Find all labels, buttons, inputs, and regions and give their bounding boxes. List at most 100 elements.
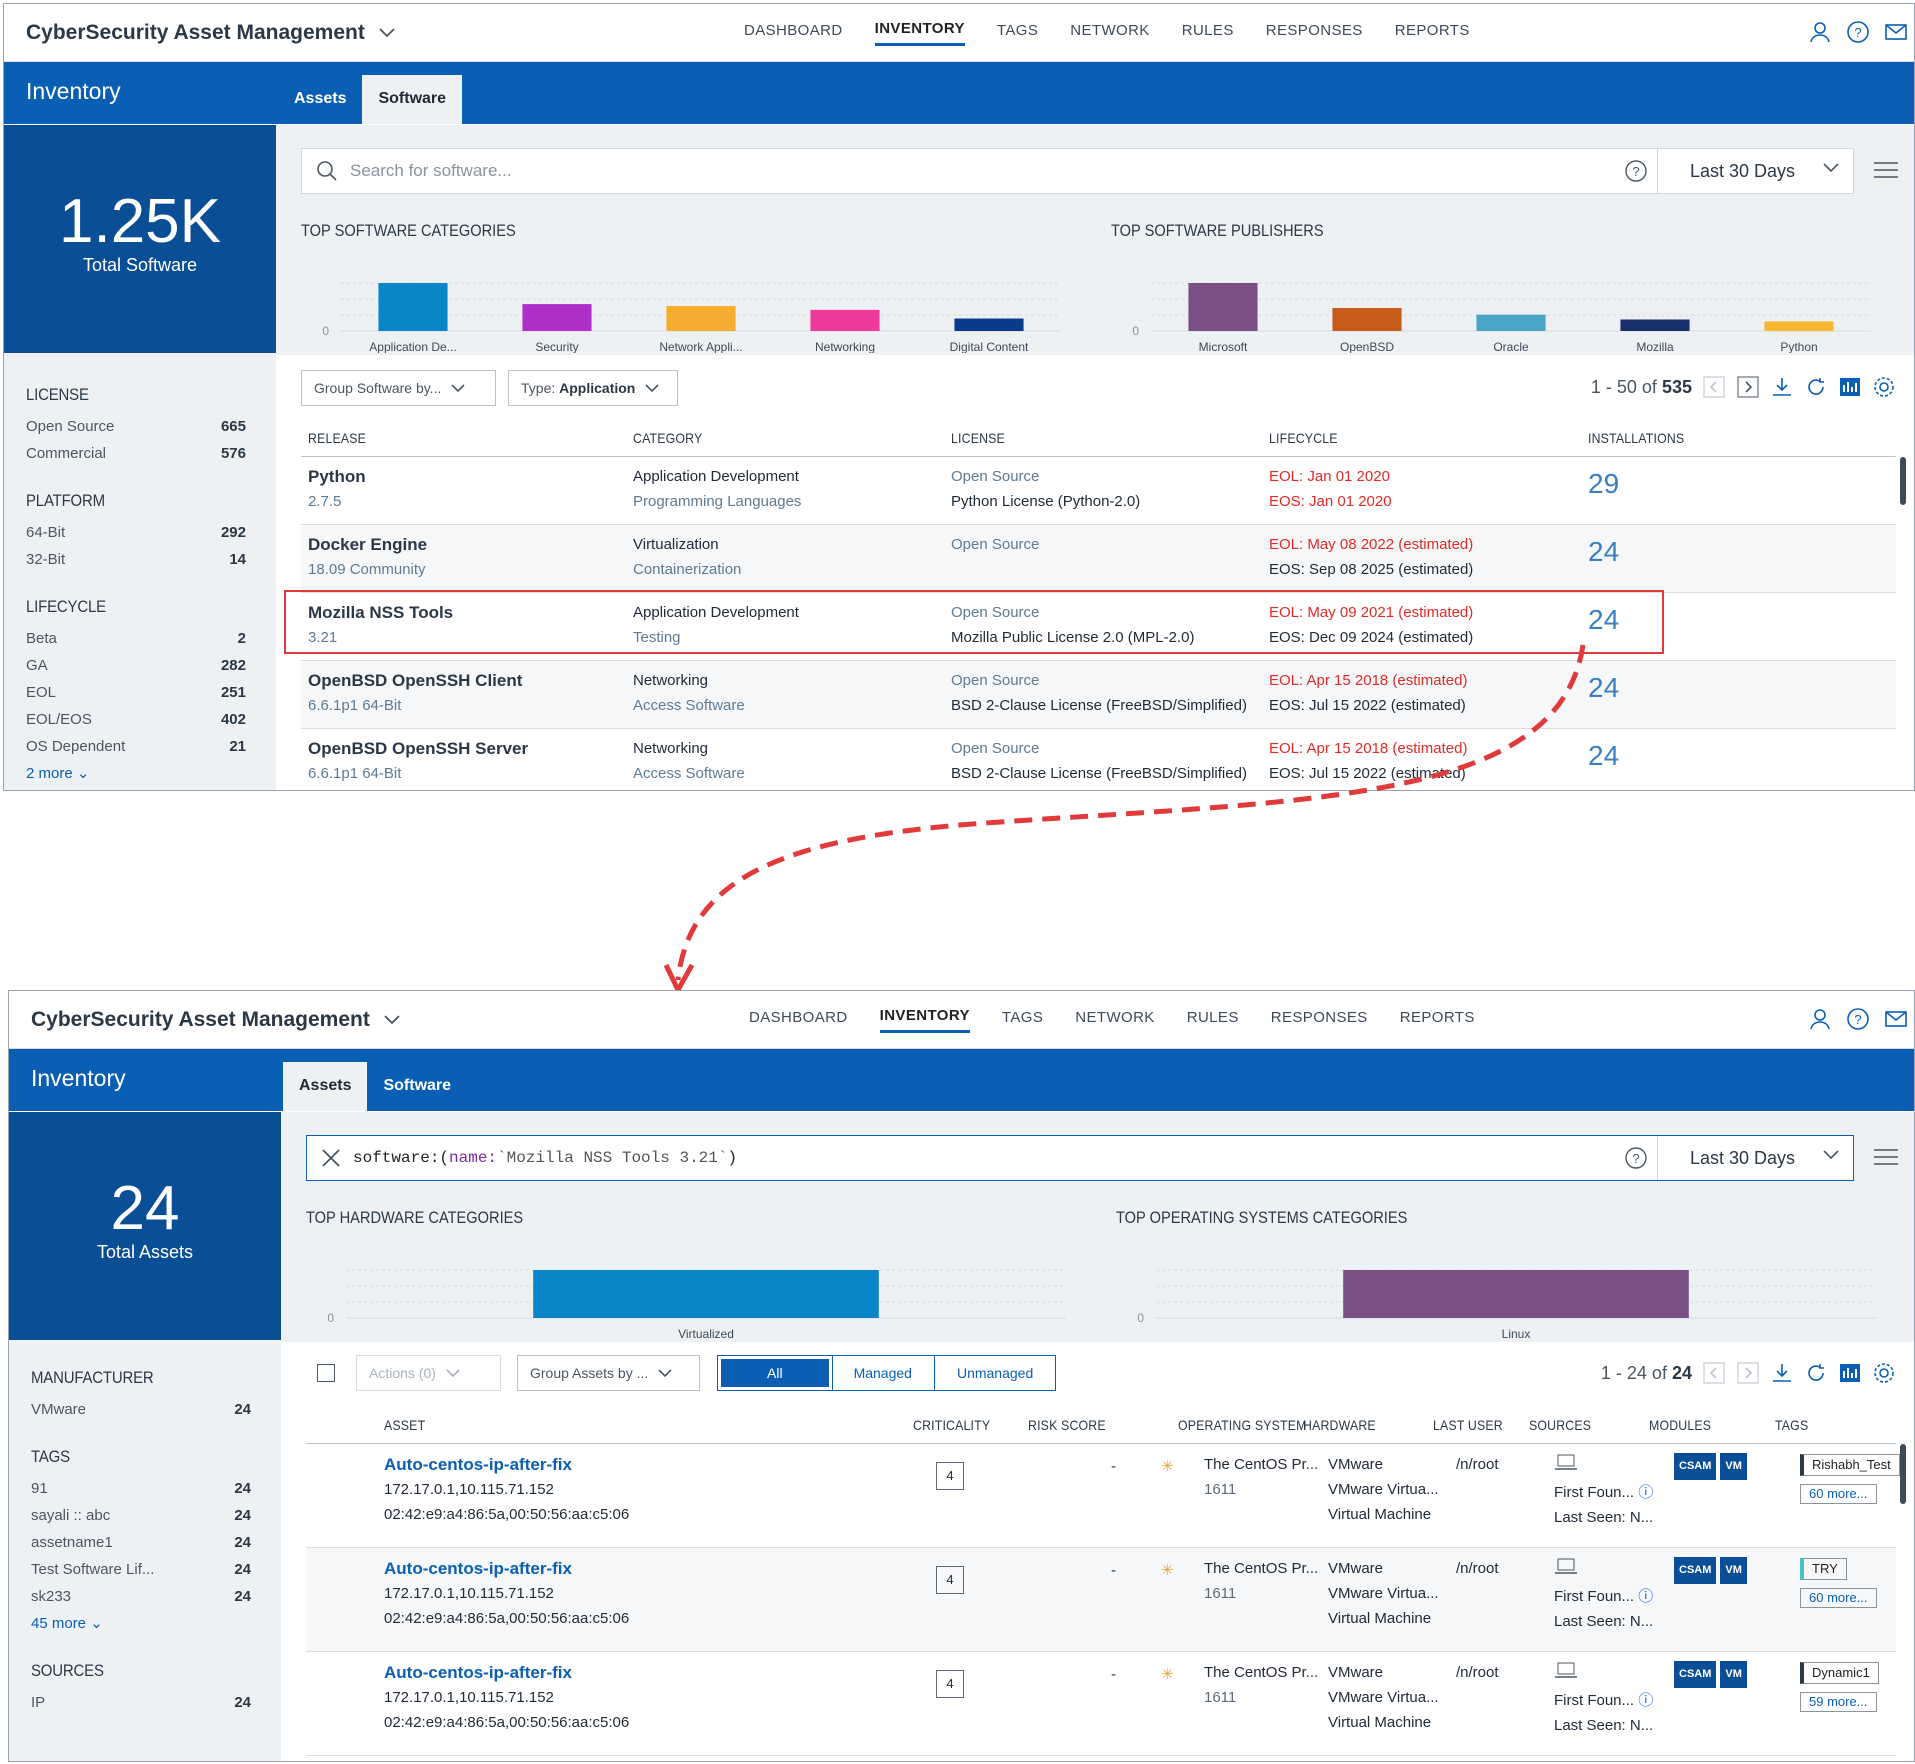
nav-network[interactable]: NETWORK xyxy=(1075,1008,1155,1026)
filter-item[interactable]: OS Dependent 21 xyxy=(26,738,246,755)
criticality-badge[interactable]: 4 xyxy=(936,1566,964,1594)
nav-network[interactable]: NETWORK xyxy=(1070,21,1150,39)
installations-count[interactable]: 29 xyxy=(1588,468,1620,499)
table-scrollbar[interactable] xyxy=(1900,1444,1906,1504)
search-input[interactable]: Search for software... xyxy=(350,161,512,180)
filter-item[interactable]: Commercial 576 xyxy=(26,445,246,462)
software-name[interactable]: Mozilla NSS Tools xyxy=(308,603,454,622)
software-name[interactable]: OpenBSD OpenSSH Client xyxy=(308,671,523,690)
chart-toggle-icon[interactable] xyxy=(1838,375,1862,399)
nav-reports[interactable]: REPORTS xyxy=(1399,1008,1475,1026)
filter-item[interactable]: assetname1 24 xyxy=(31,1534,251,1551)
download-icon[interactable] xyxy=(1770,1361,1794,1385)
prev-page-icon[interactable] xyxy=(1702,1361,1726,1385)
help-icon[interactable]: ? xyxy=(1624,1146,1648,1170)
nav-rules[interactable]: RULES xyxy=(1186,1008,1239,1026)
chart-bar[interactable] xyxy=(810,309,880,331)
segment-unmanaged[interactable]: Unmanaged xyxy=(956,1365,1034,1381)
column-header[interactable]: RELEASE xyxy=(308,430,367,446)
column-header[interactable]: RISK SCORE xyxy=(1028,1417,1106,1433)
chart-bar[interactable] xyxy=(666,306,736,331)
column-header[interactable]: LIFECYCLE xyxy=(1269,430,1338,446)
filter-item[interactable]: 32-Bit 14 xyxy=(26,551,246,568)
column-header[interactable]: HARDWARE xyxy=(1303,1417,1376,1433)
close-icon[interactable] xyxy=(321,1148,341,1168)
chart-bar[interactable] xyxy=(522,304,592,331)
tab-assets[interactable]: Assets xyxy=(294,90,347,107)
column-header[interactable]: LAST USER xyxy=(1433,1417,1503,1433)
tab-assets[interactable]: Assets xyxy=(283,1062,368,1111)
app-title[interactable]: CyberSecurity Asset Management xyxy=(26,21,395,45)
user-icon[interactable] xyxy=(1808,1007,1832,1031)
more-tags-link[interactable]: 60 more... xyxy=(1800,1484,1877,1504)
prev-page-icon[interactable] xyxy=(1702,375,1726,399)
tab-software[interactable]: Software xyxy=(383,1077,452,1094)
asset-name-link[interactable]: Auto-centos-ip-after-fix xyxy=(384,1455,572,1474)
column-header[interactable]: LICENSE xyxy=(951,430,1005,446)
date-range-select[interactable]: Last 30 Days xyxy=(1657,1136,1853,1180)
table-scrollbar[interactable] xyxy=(1900,457,1906,505)
column-header[interactable]: CRITICALITY xyxy=(913,1417,991,1433)
chart-bar[interactable] xyxy=(954,318,1024,331)
filter-item[interactable]: EOL 251 xyxy=(26,684,246,701)
nav-inventory[interactable]: INVENTORY xyxy=(879,1007,970,1033)
chart-bar[interactable] xyxy=(1476,314,1546,331)
settings-icon[interactable] xyxy=(1872,375,1896,399)
column-header[interactable]: SOURCES xyxy=(1529,1417,1592,1433)
nav-tags[interactable]: TAGS xyxy=(996,21,1039,39)
filter-item[interactable]: VMware 24 xyxy=(31,1401,251,1418)
filter-item[interactable]: IP 24 xyxy=(31,1694,251,1711)
chart-bar[interactable] xyxy=(533,1270,879,1318)
next-page-icon[interactable] xyxy=(1736,375,1760,399)
chart-bar[interactable] xyxy=(1332,307,1402,331)
column-header[interactable]: ASSET xyxy=(384,1417,426,1433)
software-name[interactable]: Python xyxy=(308,467,366,486)
nav-responses[interactable]: RESPONSES xyxy=(1265,21,1363,39)
segment-all[interactable]: All xyxy=(717,1355,833,1391)
column-header[interactable]: INSTALLATIONS xyxy=(1588,430,1685,446)
column-header[interactable]: TAGS xyxy=(1775,1417,1809,1433)
mail-icon[interactable] xyxy=(1884,1007,1908,1031)
help-icon[interactable]: ? xyxy=(1846,20,1870,44)
chart-bar[interactable] xyxy=(1764,321,1834,331)
download-icon[interactable] xyxy=(1770,375,1794,399)
installations-count[interactable]: 24 xyxy=(1588,604,1620,635)
table-row[interactable]: Auto-centos-ip-after-fix 172.17.0.1,10.1… xyxy=(306,1444,1900,1548)
filter-item[interactable]: 64-Bit 292 xyxy=(26,524,246,541)
info-icon[interactable]: ⓘ xyxy=(1638,1484,1654,1501)
installations-count[interactable]: 24 xyxy=(1588,740,1620,771)
info-icon[interactable]: ⓘ xyxy=(1638,1692,1654,1709)
table-row[interactable]: Auto-centos-ip-after-fix 172.17.0.1,10.1… xyxy=(306,1652,1896,1756)
mail-icon[interactable] xyxy=(1884,20,1908,44)
table-row[interactable]: Mozilla NSS Tools 3.21 Application Devel… xyxy=(301,593,1896,661)
criticality-badge[interactable]: 4 xyxy=(936,1670,964,1698)
chart-bar[interactable] xyxy=(378,283,448,331)
table-row[interactable]: OpenBSD OpenSSH Server 6.6.1p1 64-Bit Ne… xyxy=(301,729,1896,790)
nav-rules[interactable]: RULES xyxy=(1181,21,1234,39)
criticality-badge[interactable]: 4 xyxy=(936,1462,964,1490)
show-more-link[interactable]: 2 more ⌄ xyxy=(26,765,90,782)
group-by-select[interactable]: Group Assets by ... xyxy=(517,1355,700,1391)
tab-software[interactable]: Software xyxy=(362,75,463,124)
search-input[interactable]: software:(name:`Mozilla NSS Tools 3.21`) xyxy=(353,1149,738,1167)
user-icon[interactable] xyxy=(1808,20,1832,44)
filter-item[interactable]: Open Source 665 xyxy=(26,418,246,435)
tag-chip[interactable]: TRY xyxy=(1800,1558,1847,1580)
help-icon[interactable]: ? xyxy=(1624,159,1648,183)
table-row[interactable]: Python 2.7.5 Application Development Pro… xyxy=(301,457,1896,525)
nav-dashboard[interactable]: DASHBOARD xyxy=(744,21,843,39)
table-row[interactable]: OpenBSD OpenSSH Client 6.6.1p1 64-Bit Ne… xyxy=(301,661,1896,729)
select-all-checkbox[interactable] xyxy=(317,1364,335,1382)
filter-item[interactable]: Beta 2 xyxy=(26,630,246,647)
show-more-link[interactable]: 45 more ⌄ xyxy=(31,1615,103,1632)
nav-dashboard[interactable]: DASHBOARD xyxy=(749,1008,848,1026)
refresh-icon[interactable] xyxy=(1804,375,1828,399)
asset-name-link[interactable]: Auto-centos-ip-after-fix xyxy=(384,1559,572,1578)
column-header[interactable]: CATEGORY xyxy=(633,430,703,446)
menu-icon[interactable] xyxy=(1874,1148,1898,1166)
tag-chip[interactable]: Rishabh_Test xyxy=(1800,1454,1900,1476)
asset-name-link[interactable]: Auto-centos-ip-after-fix xyxy=(384,1663,572,1682)
nav-reports[interactable]: REPORTS xyxy=(1394,21,1470,39)
type-filter[interactable]: Type: Application xyxy=(508,370,678,406)
nav-responses[interactable]: RESPONSES xyxy=(1270,1008,1368,1026)
